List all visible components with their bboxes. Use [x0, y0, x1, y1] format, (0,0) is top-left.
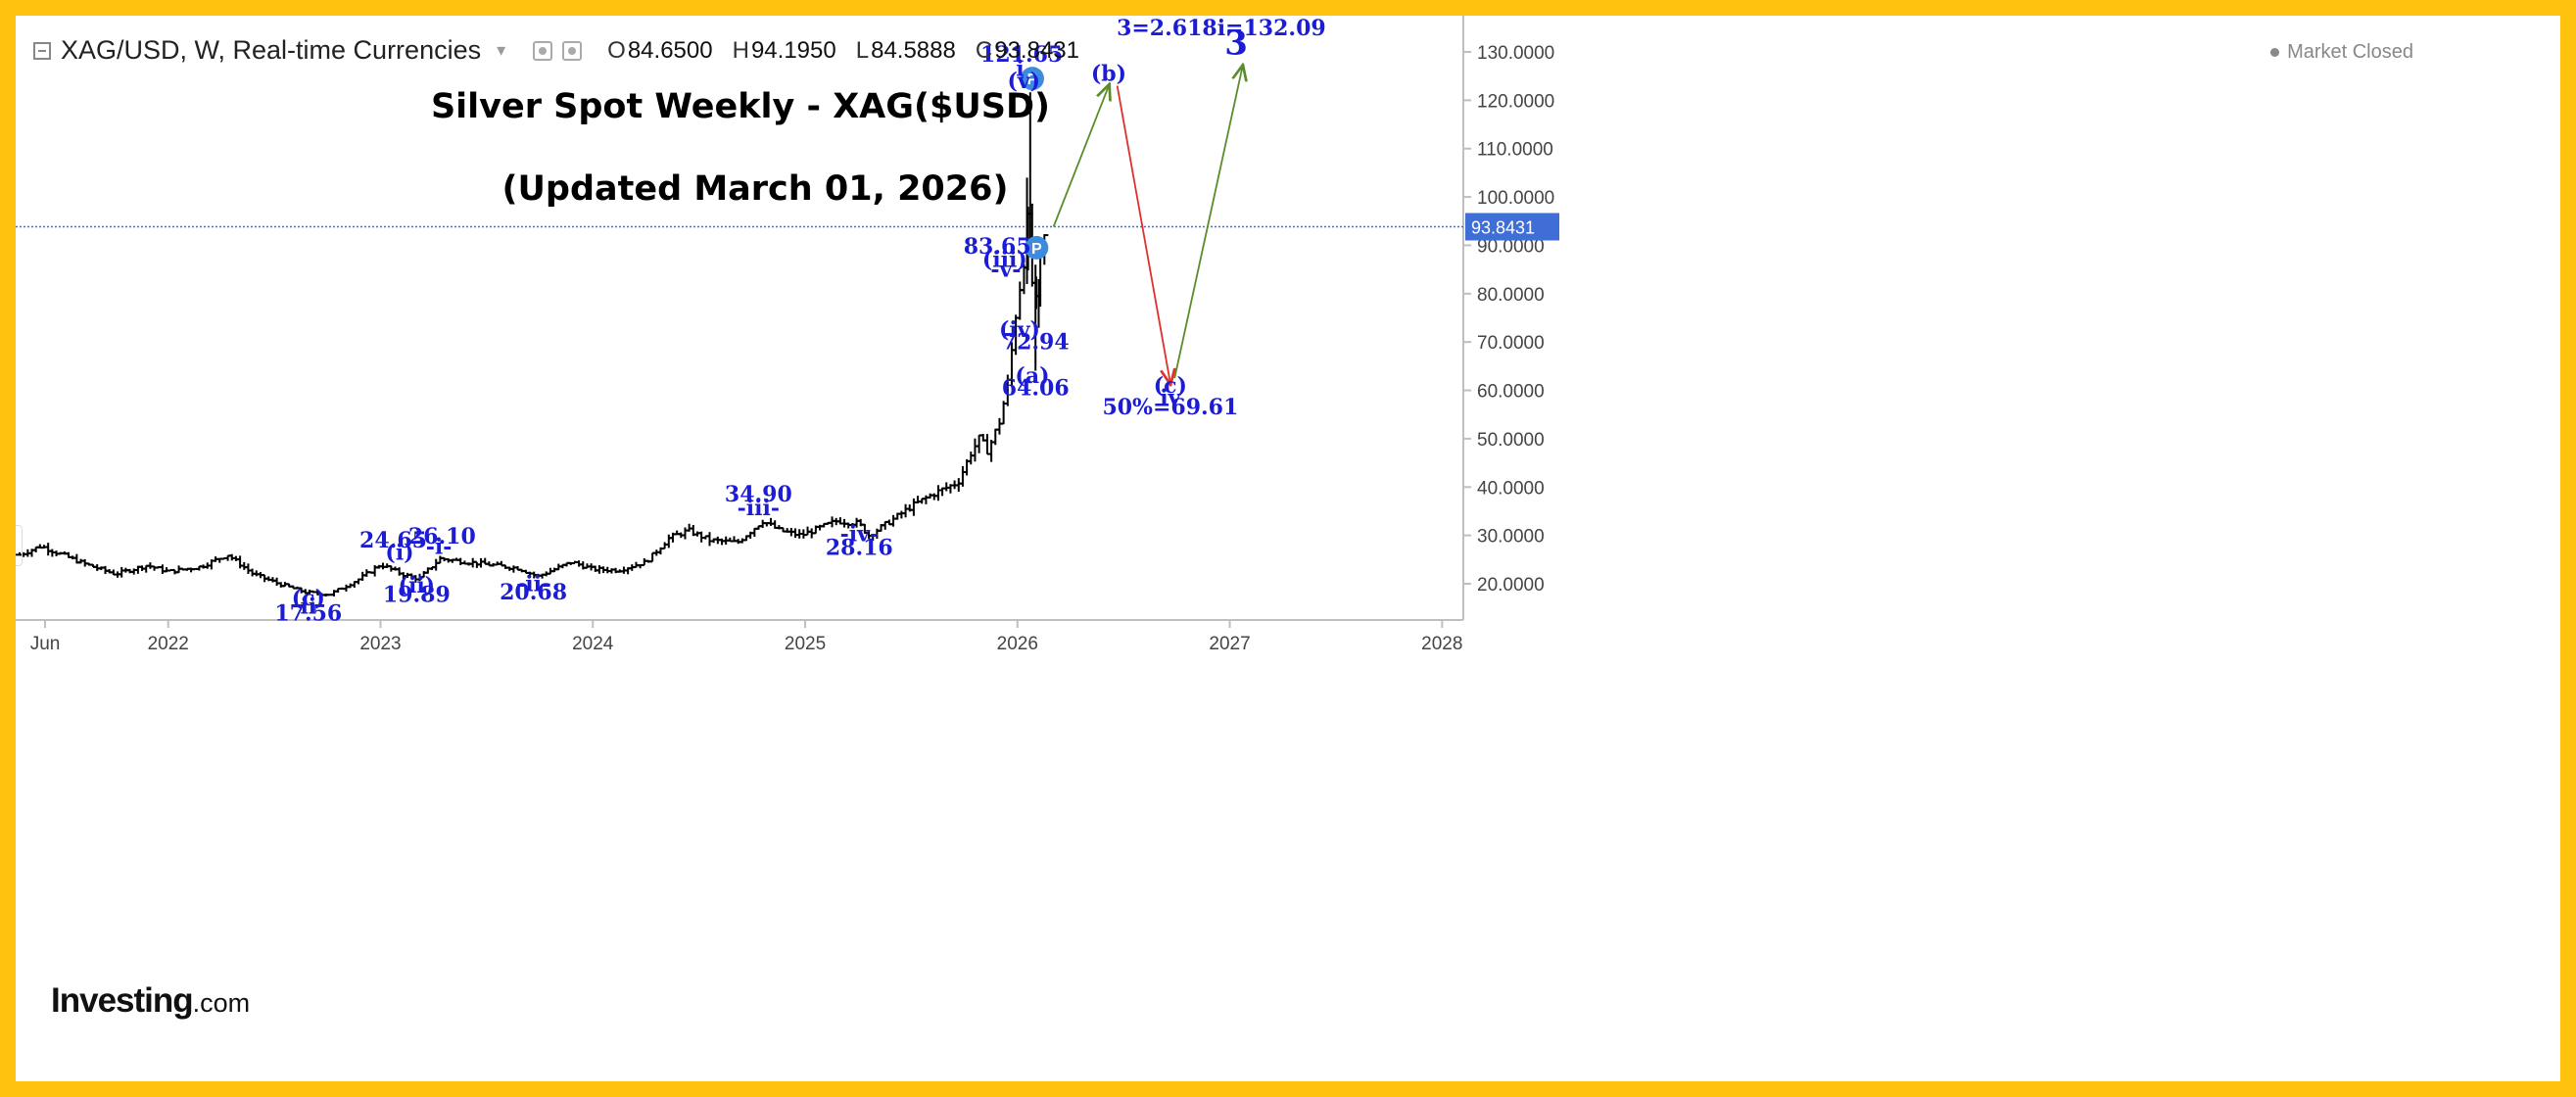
open-label: O — [607, 36, 626, 64]
open-value: 84.6500 — [627, 36, 713, 64]
wave-label: (ii) — [399, 573, 436, 598]
logo-suffix: .com — [192, 988, 251, 1018]
market-status-text: Market Closed — [2287, 41, 2413, 63]
wave-label: 121.65 — [980, 42, 1063, 68]
chart-frame: 20.0000 30.0000 40.0000 50.0000 60.0000 70.00… — [16, 16, 2560, 1081]
wave-label: 3=2.618i=132.09 — [1117, 16, 1326, 41]
wave-label: 34.90 — [725, 482, 792, 507]
last-price-tag — [1465, 213, 1559, 241]
wave-label: 20.68 — [500, 580, 567, 605]
y-tick-label: 90.0000 — [1477, 236, 1545, 257]
wave-label: 72.94 — [1002, 330, 1070, 356]
collapse-icon[interactable] — [33, 41, 51, 60]
wave-label: iv — [1160, 385, 1181, 410]
y-tick-label: 20.0000 — [1477, 575, 1545, 596]
wave-label: 50%=69.61 — [1102, 395, 1238, 420]
wave-label: 26.10 — [408, 524, 476, 549]
low-value: 84.5888 — [871, 36, 956, 64]
last-price-label: 93.8431 — [1471, 217, 1535, 237]
logo-main: Investing — [51, 981, 194, 1020]
wave-label: (c) — [292, 586, 325, 611]
wave-label: 64.06 — [1002, 375, 1070, 401]
side-handle[interactable] — [16, 525, 23, 566]
y-tick-label: 110.0000 — [1477, 140, 1553, 161]
y-tick-label: 40.0000 — [1477, 478, 1545, 499]
low-label: L — [855, 36, 870, 64]
close-label: C — [975, 36, 993, 64]
y-tick-label: 100.0000 — [1477, 188, 1554, 209]
price-chart[interactable]: 20.0000 30.0000 40.0000 50.0000 60.0000 70.00… — [16, 16, 2560, 1081]
pivot-marker — [1025, 235, 1049, 260]
x-tick-label: 2024 — [572, 634, 614, 654]
wave-label: -v- — [990, 258, 1021, 283]
wave-label: (v) — [1007, 69, 1040, 94]
market-status: Market Closed — [2270, 41, 2413, 64]
chart-title: Silver Spot Weekly - XAG($USD) — [431, 87, 1050, 126]
wave-label: 28.16 — [826, 535, 893, 560]
ohlc-readout: O84.6500 H94.1950 L84.5888 C93.8431 — [607, 37, 1079, 65]
high-label: H — [732, 36, 749, 64]
status-dot-icon — [2270, 48, 2280, 57]
wave-label: -i- — [426, 534, 453, 559]
price-bars — [16, 203, 1049, 597]
pivot-label: P — [1031, 241, 1042, 258]
chart-subtitle: (Updated March 01, 2026) — [501, 169, 1008, 209]
y-tick-label: 70.0000 — [1477, 333, 1545, 354]
wave-label: (i) — [385, 540, 413, 565]
y-tick-label: 130.0000 — [1477, 43, 1554, 64]
x-tick-label: 2026 — [997, 634, 1038, 654]
x-tick-label: 2022 — [148, 634, 189, 654]
pivot-label: P — [1027, 72, 1038, 88]
wave-label: i — [1016, 57, 1024, 82]
wave-label: (c) — [1154, 373, 1187, 399]
pivot-marker — [1020, 67, 1044, 91]
wave-label: 19.89 — [383, 583, 451, 608]
close-value: 93.8431 — [994, 36, 1079, 64]
x-tick-label: 2025 — [785, 634, 826, 654]
projection-up-line — [1052, 86, 1109, 227]
wave-label: (iii) — [982, 248, 1027, 273]
gear-icon[interactable] — [562, 40, 583, 61]
wave-label: (b) — [1091, 62, 1126, 87]
settings-icon[interactable] — [533, 40, 553, 61]
projection-up-line — [1173, 67, 1242, 379]
y-tick-label: 60.0000 — [1477, 382, 1545, 403]
x-tick-label: 2023 — [359, 634, 401, 654]
wave-label: (iv) — [999, 317, 1040, 343]
projection-down-line — [1116, 85, 1170, 384]
x-tick-label: 2027 — [1209, 634, 1250, 654]
y-tick-label: 120.0000 — [1477, 91, 1554, 112]
high-value: 94.1950 — [750, 36, 836, 64]
chevron-down-icon[interactable]: ▾ — [497, 40, 506, 60]
wave-label: 3 — [1224, 24, 1248, 63]
y-tick-label: 80.0000 — [1477, 285, 1545, 306]
investing-logo[interactable]: Investing.com — [51, 981, 250, 1021]
wave-label: ii — [300, 595, 316, 620]
wave-label: -iv- — [840, 522, 879, 548]
wave-label: 83.65 — [964, 234, 1031, 260]
x-tick-label: 2028 — [1421, 634, 1462, 654]
wave-label: (a) — [1015, 363, 1049, 389]
wave-label: 17.56 — [274, 600, 342, 626]
symbol-title: XAG/USD, W, Real-time Currencies — [61, 35, 482, 65]
wave-label: -ii- — [516, 571, 550, 596]
symbol-header: XAG/USD, W, Real-time Currencies ▾ O84.6… — [33, 35, 1079, 66]
y-tick-label: 50.0000 — [1477, 430, 1545, 451]
wave-label: -iii- — [738, 496, 780, 521]
x-tick-label: Jun — [30, 634, 61, 654]
y-tick-label: 30.0000 — [1477, 527, 1545, 548]
wave-label: 24.65 — [359, 528, 427, 553]
